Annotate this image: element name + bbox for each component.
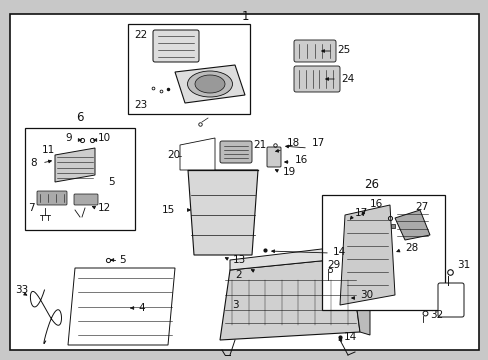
Text: 15: 15 <box>162 205 175 215</box>
FancyBboxPatch shape <box>293 66 339 92</box>
Text: 24: 24 <box>340 74 353 84</box>
Text: 18: 18 <box>286 138 300 148</box>
Polygon shape <box>180 138 215 170</box>
Text: 20: 20 <box>167 150 180 160</box>
Text: 5: 5 <box>119 255 125 265</box>
Polygon shape <box>175 65 244 103</box>
Bar <box>128 24 249 114</box>
Polygon shape <box>339 205 394 305</box>
Text: 22: 22 <box>134 30 147 40</box>
Text: 32: 32 <box>429 310 442 320</box>
Text: 10: 10 <box>98 133 111 143</box>
FancyBboxPatch shape <box>266 147 281 167</box>
Polygon shape <box>394 210 429 240</box>
Text: 30: 30 <box>359 290 372 300</box>
Text: 14: 14 <box>343 332 357 342</box>
Text: 33: 33 <box>15 285 28 295</box>
Polygon shape <box>220 258 359 340</box>
Polygon shape <box>55 148 95 182</box>
Text: 19: 19 <box>283 167 296 177</box>
Text: 14: 14 <box>332 247 346 257</box>
Bar <box>25 128 135 230</box>
Bar <box>321 195 444 310</box>
Text: 12: 12 <box>98 203 111 213</box>
Text: 23: 23 <box>134 100 147 110</box>
FancyBboxPatch shape <box>37 191 67 205</box>
Text: 8: 8 <box>30 158 37 168</box>
Text: 3: 3 <box>231 300 238 310</box>
Polygon shape <box>349 258 369 335</box>
FancyBboxPatch shape <box>74 194 98 205</box>
Text: 29: 29 <box>326 260 340 270</box>
Text: 17: 17 <box>311 138 325 148</box>
Text: 17: 17 <box>354 208 367 218</box>
Text: 4: 4 <box>138 303 144 313</box>
Text: 7: 7 <box>28 203 35 213</box>
Text: 13: 13 <box>232 255 246 265</box>
Ellipse shape <box>187 71 232 97</box>
FancyBboxPatch shape <box>220 141 251 163</box>
Polygon shape <box>187 170 258 255</box>
Text: 16: 16 <box>369 199 383 209</box>
Text: 6: 6 <box>76 111 83 124</box>
Text: 28: 28 <box>404 243 417 253</box>
Text: 21: 21 <box>252 140 265 150</box>
FancyBboxPatch shape <box>293 40 335 62</box>
FancyBboxPatch shape <box>153 30 199 62</box>
Text: 11: 11 <box>42 145 55 155</box>
Text: 9: 9 <box>65 133 71 143</box>
Polygon shape <box>229 248 349 270</box>
Text: 1: 1 <box>241 10 248 23</box>
Ellipse shape <box>195 75 224 93</box>
Polygon shape <box>68 268 175 345</box>
Text: 27: 27 <box>414 202 427 212</box>
Text: 25: 25 <box>336 45 349 55</box>
Text: 5: 5 <box>108 177 114 187</box>
Text: 31: 31 <box>456 260 469 270</box>
Text: 16: 16 <box>294 155 307 165</box>
Text: 2: 2 <box>235 270 241 280</box>
FancyBboxPatch shape <box>437 283 463 317</box>
Text: 26: 26 <box>364 178 379 191</box>
